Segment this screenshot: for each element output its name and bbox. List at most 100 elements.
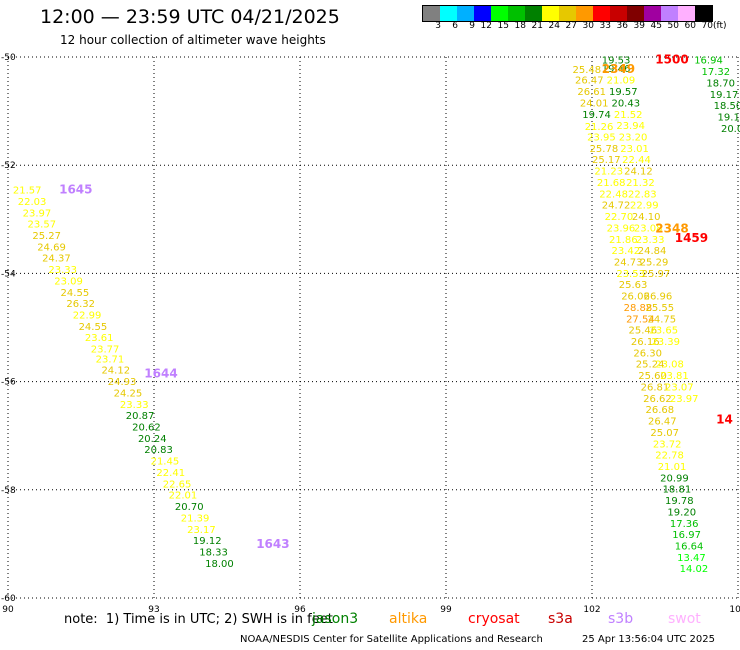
wave-height-value: 26.81 [641,382,670,393]
wave-height-value: 26.96 [644,292,673,303]
wave-height-value: 23.97 [670,394,699,405]
wave-height-value: 23.53 [616,269,645,280]
x-tick-label: 90 [2,605,14,615]
wave-height-value: 22.99 [630,201,659,212]
pass-time-label: 1645 [59,183,92,197]
wave-height-value: 22.01 [169,491,198,502]
wave-height-value: 20.70 [175,502,204,513]
pass-time-label: 1500 [655,53,688,67]
mission-legend: jason3 altika cryosat s3a s3b swot [0,611,740,629]
wave-height-value: 25.63 [619,280,648,291]
colorbar-label: 45 [650,21,662,31]
wave-height-value: 21.09 [607,76,636,87]
colorbar-swatch [593,6,610,21]
wave-height-value: 22.65 [163,479,192,490]
colorbar-swatch [695,6,712,21]
wave-height-value: 23.20 [619,133,648,144]
wave-height-value: 25.60 [638,371,667,382]
colorbar-label: 70 [701,21,713,31]
wave-height-value: 27.54 [626,314,655,325]
wave-height-value: 23.96 [607,223,636,234]
colorbar [422,5,713,22]
x-tick-label: 93 [148,605,159,615]
wave-height-value: 26.68 [646,405,675,416]
colorbar-label: 36 [616,21,628,31]
colorbar-swatch [576,6,593,21]
colorbar-label: 33 [599,21,611,31]
colorbar-label: 30 [582,21,594,31]
wave-height-value: 20.99 [660,473,689,484]
wave-height-value: 20.87 [126,411,155,422]
wave-height-value: 18.50 [714,101,740,112]
x-tick-label: 96 [294,605,306,615]
colorbar-label: 3 [435,21,441,31]
wave-height-value: 26.06 [621,292,650,303]
data-points: 21.5722.0323.9723.5725.2724.6924.3723.33… [13,56,740,576]
wave-height-value: 23.95 [587,133,616,144]
wave-height-value: 22.83 [628,189,657,200]
wave-height-value: 19.46 [602,64,631,75]
wave-height-value: 23.42 [611,246,640,257]
wave-height-value: 23.71 [96,354,125,365]
wave-height-value: 21.01 [658,462,687,473]
wave-height-value: 19.12 [193,536,222,547]
wave-height-value: 23.72 [653,439,682,450]
wave-height-value: 23.94 [616,121,645,132]
colorbar-label: 39 [633,21,645,31]
wave-height-value: 23.33 [120,400,149,411]
wave-height-value: 23.81 [660,371,689,382]
mission-cryosat: cryosat [468,611,520,627]
wave-height-value: 24.01 [580,98,609,109]
x-tick-label: 105 [729,605,740,615]
wave-height-value: 24.55 [79,322,108,333]
wave-height-value: 14.02 [680,564,709,575]
wave-height-value: 19.10 [718,113,740,124]
colorbar-labels: 3 6 9 12 15 18 21 24 27 30 33 36 39 45 50 60 70 (ft) [422,21,740,35]
wave-height-value: 18.70 [706,78,735,89]
wave-height-value: 23.08 [655,360,684,371]
chart-title: 12:00 — 23:59 UTC 04/21/2025 [40,6,340,28]
colorbar-label: 60 [684,21,696,31]
wave-height-value: 24.69 [37,242,66,253]
colorbar-label: 15 [497,21,509,31]
wave-height-value: 18.00 [205,559,234,570]
wave-height-value: 25.97 [642,269,671,280]
wave-height-value: 18.33 [199,547,228,558]
colorbar-swatch [508,6,525,21]
y-tick-label: -58 [1,486,16,496]
colorbar-swatch [474,6,491,21]
wave-height-value: 22.44 [622,155,651,166]
wave-height-value: 16.97 [672,530,701,541]
wave-height-value: 26.61 [577,87,606,98]
footer-note: note: 1) Time is in UTC; 2) SWH is in fe… [64,612,333,627]
colorbar-label: 24 [548,21,560,31]
pass-time-label: 14 [716,412,733,426]
wave-height-value: 23.01 [620,144,649,155]
colorbar-swatch [627,6,644,21]
wave-height-value: 24.12 [624,167,653,178]
wave-height-value: 26.62 [643,394,672,405]
wave-height-value: 22.41 [156,468,185,479]
chart-subtitle: 12 hour collection of altimeter wave hei… [60,33,326,47]
wave-height-value: 22.99 [73,311,102,322]
wave-height-value: 13.47 [677,553,706,564]
wave-height-value: 23.09 [54,276,83,287]
y-tick-label: -60 [1,594,16,604]
wave-height-value: 17.32 [702,67,731,78]
wave-height-value: 25.48 [573,65,602,76]
wave-height-value: 20.83 [144,445,173,456]
colorbar-swatch [440,6,457,21]
wave-height-value: 22.70 [605,212,634,223]
colorbar-swatch [542,6,559,21]
wave-height-value: 21.68 [597,178,626,189]
wave-height-value: 23.08 [634,223,663,234]
pass-time-label: 2348 [655,221,688,235]
pass-time-label: 1644 [144,366,177,380]
pass-time-label: 1643 [256,537,289,551]
wave-height-value: 21.52 [614,110,643,121]
colorbar-label: 18 [514,21,526,31]
wave-height-value: 19.74 [582,110,611,121]
colorbar-label: 27 [565,21,577,31]
